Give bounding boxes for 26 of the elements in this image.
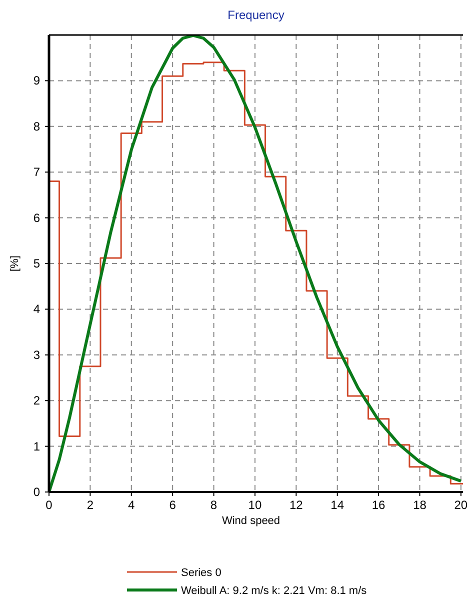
y-tick-label: 8 [33, 119, 40, 134]
x-tick-label: 4 [128, 498, 136, 512]
x-tick-label: 0 [46, 498, 53, 512]
x-tick-label: 16 [372, 498, 386, 512]
x-tick-label: 12 [289, 498, 304, 512]
y-tick-label: 0 [33, 485, 40, 499]
y-tick-label: 9 [33, 74, 40, 88]
y-tick-label: 4 [33, 302, 40, 316]
legend-label: Weibull A: 9.2 m/s k: 2.21 Vm: 8.1 m/s [181, 585, 368, 597]
x-axis-title: Wind speed [222, 515, 280, 527]
y-tick-label: 5 [33, 256, 40, 270]
y-tick-label: 7 [33, 165, 40, 180]
legend-label: Series 0 [181, 567, 222, 579]
x-tick-label: 2 [86, 498, 94, 512]
x-tick-label: 8 [210, 498, 218, 512]
x-tick-label: 20 [454, 498, 468, 512]
y-tick-label: 6 [33, 210, 40, 225]
chart-title: Frequency [228, 8, 284, 22]
x-tick-label: 6 [169, 498, 176, 512]
x-tick-label: 10 [248, 498, 262, 512]
y-tick-label: 3 [33, 348, 40, 362]
x-tick-label: 18 [413, 498, 427, 512]
y-tick-label: 1 [33, 439, 40, 454]
y-tick-label: 2 [33, 394, 40, 408]
x-tick-label: 14 [330, 498, 344, 512]
y-axis-title: [%] [9, 256, 21, 272]
